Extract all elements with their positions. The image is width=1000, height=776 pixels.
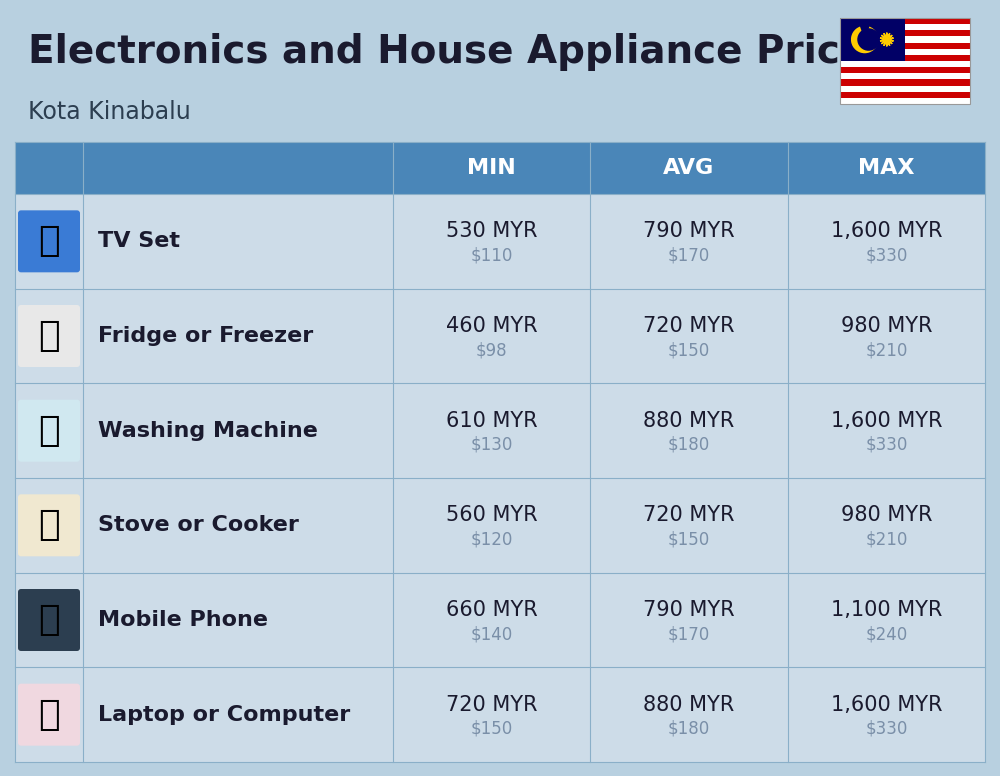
- Wedge shape: [851, 26, 878, 54]
- Text: 1,600 MYR: 1,600 MYR: [831, 695, 942, 715]
- Bar: [15, 289, 985, 383]
- Bar: [15, 573, 83, 667]
- Text: 1,100 MYR: 1,100 MYR: [831, 600, 942, 620]
- Text: 1,600 MYR: 1,600 MYR: [831, 411, 942, 431]
- Text: 📱: 📱: [38, 603, 60, 637]
- Bar: [840, 24, 970, 30]
- Text: 980 MYR: 980 MYR: [841, 505, 932, 525]
- Text: $140: $140: [471, 625, 513, 643]
- Text: 980 MYR: 980 MYR: [841, 316, 932, 336]
- Bar: [840, 36, 970, 43]
- Text: 790 MYR: 790 MYR: [643, 600, 735, 620]
- Polygon shape: [880, 33, 894, 47]
- Bar: [840, 43, 970, 49]
- Text: $330: $330: [865, 246, 908, 265]
- Bar: [15, 478, 985, 573]
- Text: Mobile Phone: Mobile Phone: [98, 610, 268, 630]
- Text: Stove or Cooker: Stove or Cooker: [98, 515, 299, 535]
- Circle shape: [857, 28, 880, 50]
- FancyBboxPatch shape: [18, 684, 80, 746]
- Text: AVG: AVG: [663, 158, 715, 178]
- Text: 1,600 MYR: 1,600 MYR: [831, 221, 942, 241]
- Bar: [840, 92, 970, 98]
- Text: 720 MYR: 720 MYR: [446, 695, 537, 715]
- Text: 560 MYR: 560 MYR: [446, 505, 537, 525]
- Text: $330: $330: [865, 435, 908, 454]
- Text: $180: $180: [668, 435, 710, 454]
- Text: 530 MYR: 530 MYR: [446, 221, 537, 241]
- FancyBboxPatch shape: [18, 400, 80, 462]
- Text: 460 MYR: 460 MYR: [446, 316, 537, 336]
- Text: $170: $170: [668, 246, 710, 265]
- Text: 🔥: 🔥: [38, 508, 60, 542]
- Bar: [840, 30, 970, 36]
- Text: $150: $150: [471, 719, 513, 738]
- Bar: [15, 667, 83, 762]
- FancyBboxPatch shape: [18, 494, 80, 556]
- Bar: [840, 79, 970, 85]
- Text: $170: $170: [668, 625, 710, 643]
- Bar: [15, 194, 83, 289]
- Bar: [840, 98, 970, 104]
- Text: Laptop or Computer: Laptop or Computer: [98, 705, 350, 725]
- Bar: [840, 18, 905, 61]
- Bar: [15, 478, 83, 573]
- Text: 720 MYR: 720 MYR: [643, 316, 735, 336]
- Text: $110: $110: [470, 246, 513, 265]
- Text: $120: $120: [470, 530, 513, 549]
- Text: 720 MYR: 720 MYR: [643, 505, 735, 525]
- Text: $210: $210: [865, 341, 908, 359]
- Bar: [15, 667, 985, 762]
- Bar: [15, 289, 83, 383]
- Text: $98: $98: [476, 341, 507, 359]
- Bar: [840, 73, 970, 79]
- Bar: [840, 49, 970, 55]
- Text: $180: $180: [668, 719, 710, 738]
- Text: $150: $150: [668, 530, 710, 549]
- Text: MAX: MAX: [858, 158, 915, 178]
- Text: $210: $210: [865, 530, 908, 549]
- Bar: [15, 142, 985, 194]
- FancyBboxPatch shape: [18, 589, 80, 651]
- Bar: [15, 383, 83, 478]
- Bar: [840, 68, 970, 73]
- Bar: [840, 18, 970, 24]
- Text: 880 MYR: 880 MYR: [643, 695, 735, 715]
- Bar: [15, 194, 985, 289]
- Text: Fridge or Freezer: Fridge or Freezer: [98, 326, 313, 346]
- Bar: [15, 573, 985, 667]
- Text: $240: $240: [865, 625, 907, 643]
- Text: Electronics and House Appliance Prices: Electronics and House Appliance Prices: [28, 33, 889, 71]
- Bar: [840, 61, 970, 68]
- Text: $330: $330: [865, 719, 908, 738]
- Text: $130: $130: [470, 435, 513, 454]
- Bar: [840, 18, 970, 104]
- Text: Washing Machine: Washing Machine: [98, 421, 318, 441]
- Bar: [840, 55, 970, 61]
- Text: 790 MYR: 790 MYR: [643, 221, 735, 241]
- FancyBboxPatch shape: [18, 305, 80, 367]
- Text: TV Set: TV Set: [98, 231, 180, 251]
- Bar: [840, 85, 970, 92]
- Text: 💻: 💻: [38, 698, 60, 732]
- Text: 🧊: 🧊: [38, 319, 60, 353]
- Text: Kota Kinabalu: Kota Kinabalu: [28, 100, 191, 124]
- Text: 880 MYR: 880 MYR: [643, 411, 735, 431]
- Text: 610 MYR: 610 MYR: [446, 411, 537, 431]
- Text: 660 MYR: 660 MYR: [446, 600, 538, 620]
- Text: 🫙: 🫙: [38, 414, 60, 448]
- Text: MIN: MIN: [467, 158, 516, 178]
- Text: 📺: 📺: [38, 224, 60, 258]
- Text: $150: $150: [668, 341, 710, 359]
- Bar: [15, 383, 985, 478]
- FancyBboxPatch shape: [18, 210, 80, 272]
